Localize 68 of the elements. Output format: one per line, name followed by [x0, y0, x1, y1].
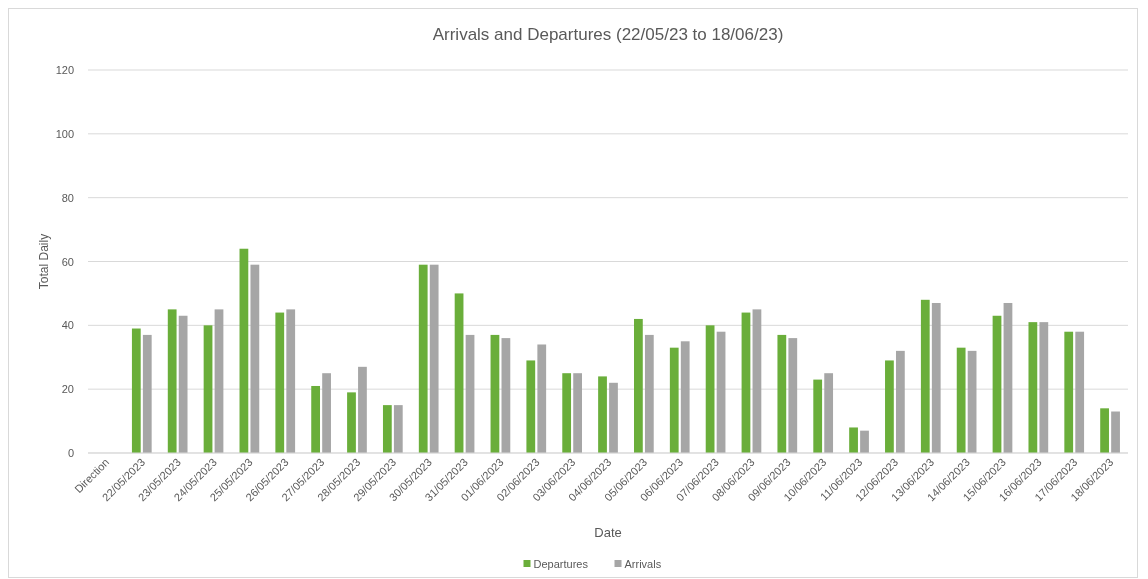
bar	[1100, 408, 1109, 453]
y-tick-label: 0	[67, 447, 74, 459]
bar	[239, 248, 249, 453]
bar	[860, 430, 869, 453]
bar	[1075, 331, 1085, 453]
bar	[250, 264, 260, 453]
y-tick-label: 80	[61, 191, 74, 204]
legend-label: Arrivals	[624, 558, 662, 570]
bar	[526, 360, 536, 453]
bar	[609, 382, 618, 453]
bar	[813, 379, 823, 453]
bar	[680, 341, 690, 453]
bar	[885, 360, 894, 453]
bar	[465, 334, 475, 453]
bar	[131, 328, 141, 453]
bar	[895, 350, 905, 453]
bar	[1039, 322, 1049, 453]
bar	[777, 334, 787, 453]
bar	[1111, 411, 1120, 453]
bar	[167, 309, 177, 453]
bar	[573, 373, 582, 453]
bar	[178, 315, 188, 453]
bar	[716, 331, 726, 453]
bar	[429, 264, 439, 453]
bar	[1064, 331, 1074, 453]
bar	[931, 302, 941, 453]
bar	[322, 373, 331, 453]
legend-label: Departures	[533, 558, 589, 570]
bar	[454, 293, 464, 453]
x-axis-title: Date	[594, 525, 622, 540]
bar	[358, 366, 367, 453]
bar	[849, 427, 858, 453]
y-tick-label: 100	[55, 127, 74, 140]
bar	[418, 264, 428, 453]
bar	[752, 309, 762, 453]
bar	[788, 338, 798, 453]
bar	[644, 334, 654, 453]
y-tick-label: 20	[61, 383, 74, 396]
bar	[967, 350, 977, 453]
bar	[562, 373, 572, 453]
bar	[501, 338, 511, 453]
bar	[311, 385, 321, 453]
bar	[920, 299, 930, 453]
bar	[1028, 322, 1038, 453]
y-tick-label: 60	[61, 255, 74, 268]
bar	[490, 334, 500, 453]
bar	[669, 347, 679, 453]
bar	[741, 312, 751, 453]
y-axis-title: Total Daily	[37, 233, 51, 290]
bar	[393, 405, 403, 453]
bar	[1003, 302, 1013, 453]
y-tick-label: 40	[61, 319, 74, 332]
chart-title: Arrivals and Departures (22/05/23 to 18/06/23)	[432, 25, 784, 44]
bar	[214, 309, 224, 453]
bar	[286, 309, 296, 453]
bar	[956, 347, 966, 453]
bar	[824, 373, 834, 453]
bar	[705, 325, 715, 453]
bar	[275, 312, 285, 453]
bar	[634, 318, 643, 453]
bar	[142, 334, 152, 453]
bar	[992, 315, 1002, 453]
bar	[347, 392, 356, 453]
bar	[382, 405, 392, 453]
bar	[598, 376, 607, 453]
bar	[537, 344, 547, 453]
y-tick-label: 120	[55, 64, 74, 76]
bar	[203, 325, 213, 453]
